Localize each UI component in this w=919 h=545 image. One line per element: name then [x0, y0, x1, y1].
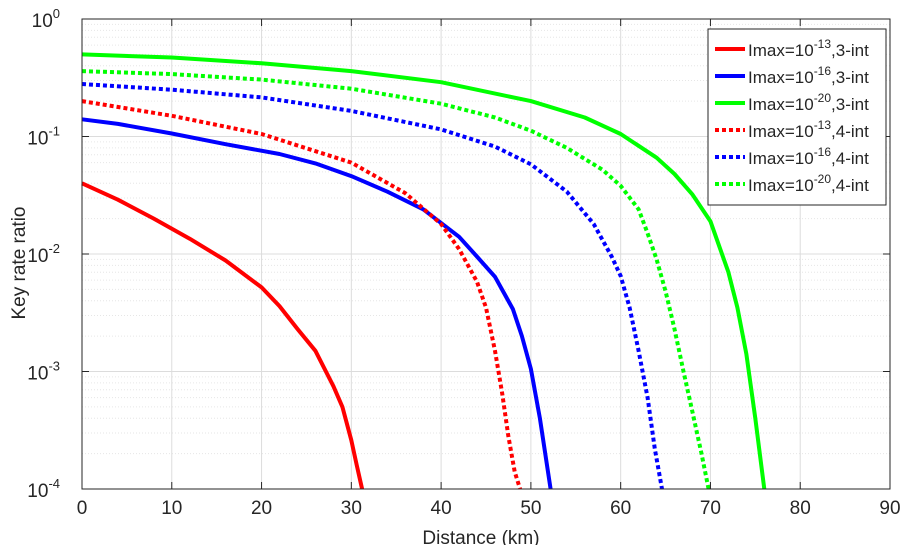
y-axis-label: Key rate ratio: [9, 207, 30, 320]
y-tick-label: 10-1: [27, 124, 60, 150]
series-line-5: [81, 82, 664, 490]
axes: 0 10 20 30 40 50 60 70 80 90 10-4 10-3 10-2 10-1 100: [27, 6, 900, 519]
x-tick-label: 20: [251, 498, 272, 519]
y-tick-label: 10-2: [27, 241, 60, 267]
x-axis-label: Distance (km): [422, 528, 539, 545]
legend-label: Imax=10-16,3-int: [748, 64, 869, 87]
legend-label: Imax=10-16,4-int: [748, 145, 869, 168]
legend-box: [707, 28, 887, 206]
legend-label: Imax=10-20,4-int: [748, 172, 869, 195]
x-tick-label: 60: [610, 498, 631, 519]
y-tick-label: 100: [32, 6, 60, 32]
series-line-4: [81, 99, 523, 490]
x-tick-label: 80: [790, 498, 811, 519]
x-tick-label: 70: [700, 498, 721, 519]
x-tick-label: 30: [341, 498, 362, 519]
x-tick-label: 90: [879, 498, 900, 519]
series-line-1: [81, 181, 365, 490]
y-tick-label: 10-3: [27, 359, 60, 385]
x-tick-label: 0: [77, 498, 88, 519]
series-line-6: [81, 69, 711, 490]
series-line-3: [81, 52, 767, 490]
series-lines: [81, 52, 767, 490]
x-tick-label: 40: [431, 498, 452, 519]
y-tick-label: 10-4: [27, 476, 60, 502]
x-tick-label: 10: [161, 498, 182, 519]
legend-label: Imax=10-20,3-int: [748, 91, 869, 114]
legend-label: Imax=10-13,4-int: [748, 118, 869, 141]
x-tick-label: 50: [520, 498, 541, 519]
legend: Imax=10-13,3-int Imax=10-16,3-int Imax=10-…: [707, 28, 887, 206]
plot-area-border: [81, 18, 891, 490]
series-line-2: [81, 117, 553, 490]
legend-label: Imax=10-13,3-int: [748, 37, 869, 60]
